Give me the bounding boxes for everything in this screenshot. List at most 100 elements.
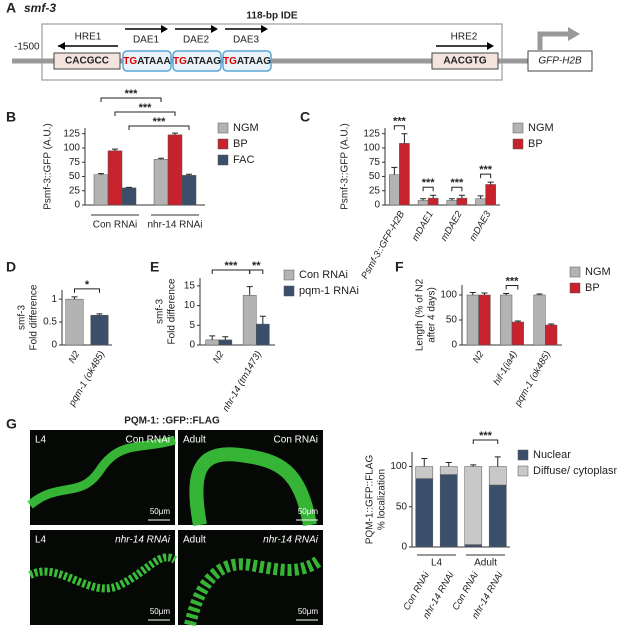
y-tick-label: 75 [69, 157, 81, 168]
significance-bracket [100, 97, 162, 102]
bar [93, 174, 109, 206]
significance-label: *** [139, 102, 153, 114]
y-tick-label: 100 [363, 143, 380, 154]
bar [439, 466, 458, 475]
y-tick-label: 125 [63, 128, 80, 139]
x-tick-label: N2 [211, 349, 227, 366]
x-tick-label: pqm-1 (ok485) [512, 349, 553, 409]
legend-label: Diffuse/ cytoplasmic [533, 465, 617, 477]
legend-swatch [217, 122, 229, 134]
hre1-seq: CACGCC [65, 56, 109, 67]
legend-label: FAC [233, 154, 254, 166]
bar [464, 466, 483, 545]
panel-letter: E [150, 259, 159, 275]
panel-letter: C [300, 109, 310, 125]
micrographs: PQM-1: :GFP::FLAG L4 Con RNAi 50μm Adult… [27, 416, 324, 627]
reporter-box [527, 50, 593, 72]
error-bar [430, 194, 437, 199]
bar [456, 197, 468, 206]
significance-bracket [74, 288, 100, 293]
y-axis-label: Length (% of N2 [415, 278, 426, 351]
group-label: Adult [474, 558, 497, 569]
micrograph: Adult Con RNAi 50μm [178, 430, 323, 527]
error-bar [391, 166, 398, 175]
legend-swatch [517, 465, 529, 477]
ide-label: 118-bp IDE [246, 11, 297, 22]
dae-seq: TGATAAG [223, 56, 271, 67]
y-tick-label: 100 [390, 461, 407, 472]
legend-swatch [569, 282, 581, 294]
micrograph: L4 nhr-14 RNAi 50μm [28, 530, 178, 625]
y-axis-label: % localization [377, 469, 388, 530]
bar [107, 150, 123, 206]
bar [485, 184, 496, 206]
stage: L4 [35, 435, 47, 446]
scale-bar: 50μm [150, 607, 171, 616]
legend-swatch [217, 154, 229, 166]
bar [256, 323, 270, 346]
y-tick-label: 0 [51, 340, 57, 351]
bar [167, 134, 183, 206]
significance-label: * [85, 279, 90, 291]
dae-label: DAE2 [183, 35, 210, 46]
scale-bar: 50μm [298, 507, 319, 516]
hre1-box [53, 52, 121, 70]
error-bar [98, 173, 104, 175]
error-bar [172, 132, 178, 135]
bar [415, 466, 434, 479]
micrograph: L4 Con RNAi 50μm [27, 430, 177, 525]
legend-label: NGM [528, 122, 554, 134]
y-tick-label: 50 [446, 315, 458, 326]
x-tick-label: N2 [67, 349, 83, 366]
significance-label: *** [506, 275, 520, 287]
bar [218, 339, 233, 346]
y-tick-label: 75 [369, 157, 381, 168]
bar [439, 474, 458, 548]
y-tick-label: 0.5 [43, 317, 57, 328]
error-bar [445, 461, 452, 467]
hre1-label: HRE1 [75, 32, 102, 43]
bar [417, 200, 429, 206]
error-bar [209, 335, 216, 340]
y-tick-label: 125 [363, 128, 380, 139]
error-bar [420, 198, 427, 201]
bar [500, 294, 513, 346]
significance-label: *** [479, 164, 493, 176]
error-bar [470, 464, 477, 467]
condition: Con RNAi [274, 435, 318, 446]
error-bar [487, 181, 494, 185]
significance-label: *** [479, 430, 493, 442]
legend-label: BP [233, 138, 248, 150]
bar [415, 478, 434, 548]
bar [65, 298, 84, 346]
error-bar [481, 292, 488, 295]
bar [153, 159, 169, 206]
stage: L4 [35, 535, 47, 546]
significance-label: *** [393, 116, 407, 128]
stage: Adult [183, 535, 206, 546]
x-tick-label: N2 [471, 349, 487, 366]
y-axis-label: smf-3 [17, 305, 28, 330]
x-tick-label: hif-1(ia4) [492, 349, 520, 387]
arrowhead [487, 42, 494, 50]
dae3: DAE3 TGATAAG [222, 25, 272, 72]
legend-label: BP [585, 282, 600, 294]
y-axis-label: smf-3 [155, 299, 166, 324]
y-tick-label: 0 [374, 200, 380, 211]
legend-swatch [217, 138, 229, 150]
bar [389, 174, 400, 206]
bar [121, 187, 137, 206]
legend-label: Con RNAi [299, 269, 348, 281]
bar [399, 143, 410, 206]
dae2: DAE2 TGATAAG [172, 25, 222, 72]
legend-label: BP [528, 138, 543, 150]
error-bar [401, 133, 408, 144]
y-tick-label: 50 [369, 171, 381, 182]
legend-label: NGM [233, 122, 259, 134]
scale-bar: 50μm [150, 507, 171, 516]
significance-label: *** [225, 260, 239, 272]
tss-arrow [537, 31, 568, 50]
scale-bar: 50μm [298, 607, 319, 616]
y-tick-label: 50 [69, 171, 81, 182]
gene-name: smf-3 [24, 1, 56, 15]
